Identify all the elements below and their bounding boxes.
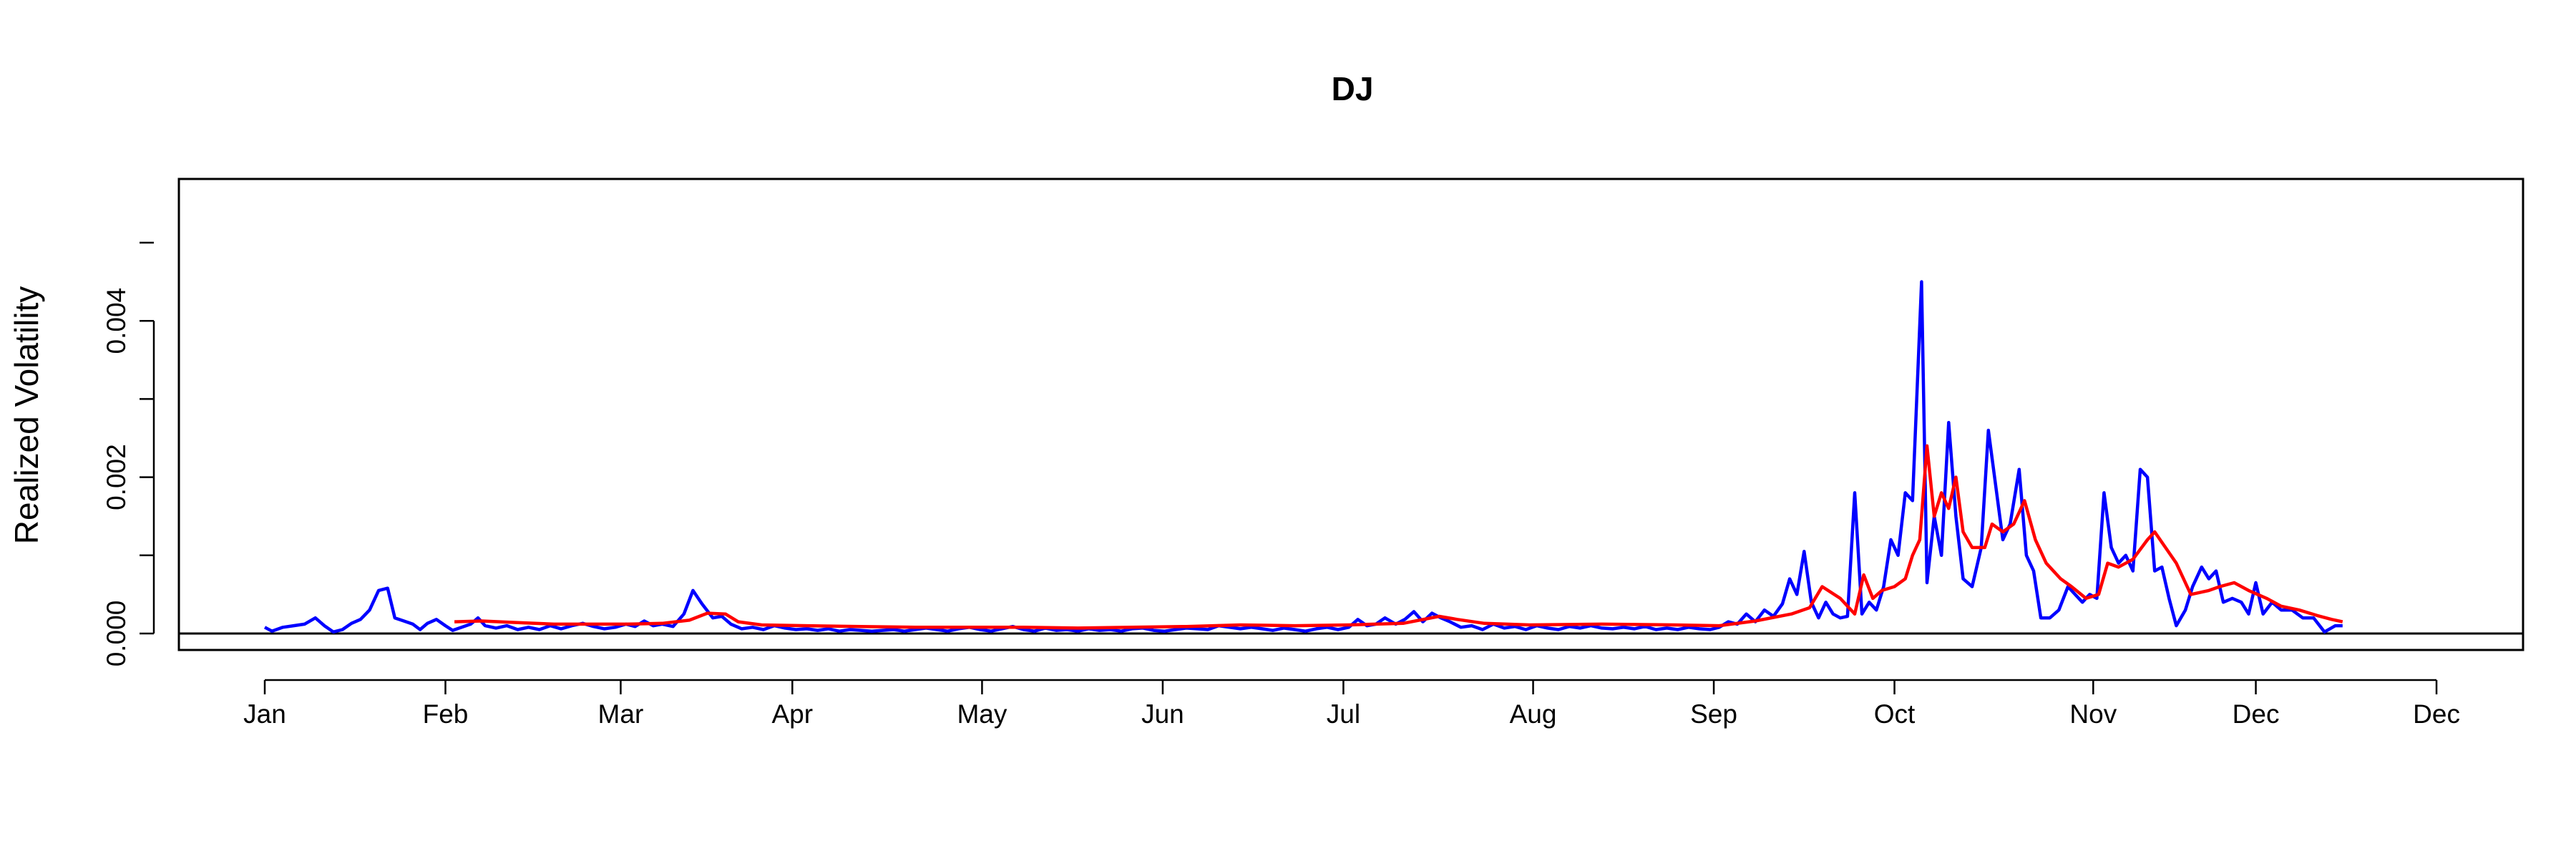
- x-axis: Jan Feb Mar Apr May Jun Jul Aug Sep Oct Nov Dec Dec: [243, 679, 2460, 729]
- x-tick-label: Aug: [1510, 699, 1557, 729]
- series-line-2: [454, 444, 2343, 630]
- y-axis: 0.000 0.002 0.004: [102, 241, 155, 667]
- plot-frame: [177, 178, 2524, 651]
- x-tick-label: Sep: [1690, 699, 1737, 729]
- x-tick-label: Nov: [2069, 699, 2117, 729]
- x-tick-label: Dec: [2413, 699, 2460, 729]
- x-tick-label: May: [957, 699, 1007, 729]
- x-tick-label: Jul: [1327, 699, 1360, 729]
- y-tick-label: 0.002: [102, 444, 131, 510]
- x-tick-label: Dec: [2233, 699, 2280, 729]
- x-tick-label: Jan: [243, 699, 286, 729]
- y-tick-label: 0.000: [102, 601, 131, 667]
- chart-title: DJ: [1332, 70, 1374, 107]
- x-tick-label: Mar: [598, 699, 644, 729]
- y-axis-label: Realized Volatility: [8, 286, 45, 545]
- x-tick-label: Oct: [1874, 699, 1916, 729]
- series-layer: [263, 280, 2343, 634]
- series-line-1: [263, 280, 2343, 634]
- x-tick-label: Apr: [772, 699, 814, 729]
- x-tick-label: Feb: [423, 699, 469, 729]
- y-tick-label: 0.004: [102, 288, 131, 354]
- x-tick-label: Jun: [1141, 699, 1184, 729]
